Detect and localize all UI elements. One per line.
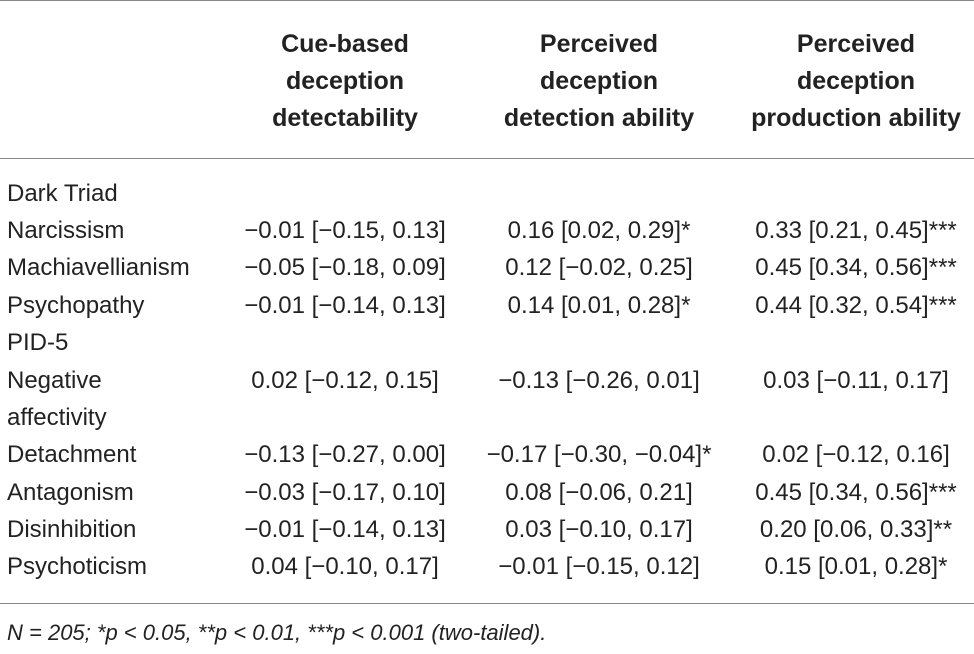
- cell-cue-based: −0.01 [−0.15, 0.13]: [244, 217, 446, 244]
- cell-production: 0.15 [0.01, 0.28]*: [764, 553, 948, 580]
- table-row: Detachment −0.13 [−0.27, 0.00] −0.17 [−0…: [0, 436, 974, 473]
- header-rule: [0, 158, 974, 159]
- header-line: Cue-based: [281, 30, 409, 58]
- table-row: Psychoticism 0.04 [−0.10, 0.17] −0.01 [−…: [0, 548, 974, 585]
- cell-production: 0.45 [0.34, 0.56]***: [755, 254, 957, 281]
- cell-cue-based: 0.02 [−0.12, 0.15]: [251, 367, 439, 394]
- row-label: PID-5: [7, 329, 69, 356]
- cell-production: 0.45 [0.34, 0.56]***: [755, 479, 957, 506]
- row-label: Disinhibition: [7, 516, 137, 543]
- row-label: Antagonism: [7, 479, 134, 506]
- cell-cue-based: 0.04 [−0.10, 0.17]: [251, 553, 439, 580]
- bottom-rule: [0, 603, 974, 604]
- header-line: detection ability: [503, 104, 695, 132]
- table-footnote: N = 205; *p < 0.05, **p < 0.01, ***p < 0…: [7, 620, 547, 645]
- top-rule: [0, 0, 974, 1]
- header-line: production ability: [751, 104, 961, 132]
- cell-detection: 0.16 [0.02, 0.29]*: [507, 217, 691, 244]
- table-row: Psychopathy −0.01 [−0.14, 0.13] 0.14 [0.…: [0, 287, 974, 324]
- table-row: affectivity: [0, 399, 974, 436]
- cell-cue-based: −0.05 [−0.18, 0.09]: [244, 254, 446, 281]
- table-row: Narcissism −0.01 [−0.15, 0.13] 0.16 [0.0…: [0, 212, 974, 249]
- table-row: Dark Triad: [0, 175, 974, 212]
- cell-production: 0.03 [−0.11, 0.17]: [763, 367, 949, 394]
- table-row: Negative 0.02 [−0.12, 0.15] −0.13 [−0.26…: [0, 362, 974, 399]
- header-line: detectability: [272, 104, 418, 132]
- cell-cue-based: −0.01 [−0.14, 0.13]: [244, 516, 446, 543]
- cell-production: 0.02 [−0.12, 0.16]: [762, 441, 950, 468]
- cell-detection: −0.17 [−0.30, −0.04]*: [486, 441, 712, 468]
- row-label: Dark Triad: [7, 180, 118, 207]
- cell-detection: −0.13 [−0.26, 0.01]: [498, 367, 700, 394]
- row-label: Negative: [7, 367, 102, 394]
- row-label: Machiavellianism: [7, 254, 190, 281]
- cell-cue-based: −0.03 [−0.17, 0.10]: [244, 479, 446, 506]
- header-cue-based-detectability: Cue-based deception detectability: [219, 26, 471, 137]
- row-label: Psychoticism: [7, 553, 148, 580]
- table-row: Antagonism −0.03 [−0.17, 0.10] 0.08 [−0.…: [0, 474, 974, 511]
- cell-production: 0.33 [0.21, 0.45]***: [755, 217, 957, 244]
- table-row: Disinhibition −0.01 [−0.14, 0.13] 0.03 […: [0, 511, 974, 548]
- cell-production: 0.20 [0.06, 0.33]**: [759, 516, 953, 543]
- row-label: affectivity: [7, 404, 107, 431]
- row-label: Psychopathy: [7, 292, 145, 319]
- header-line: Perceived: [539, 30, 659, 58]
- row-label: Narcissism: [7, 217, 125, 244]
- table-row: Machiavellianism −0.05 [−0.18, 0.09] 0.1…: [0, 249, 974, 286]
- row-label: Detachment: [7, 441, 137, 468]
- cell-detection: 0.03 [−0.10, 0.17]: [505, 516, 693, 543]
- header-line: Perceived: [796, 30, 916, 58]
- header-line: deception: [796, 67, 916, 95]
- cell-cue-based: −0.13 [−0.27, 0.00]: [244, 441, 446, 468]
- header-line: deception: [285, 67, 405, 95]
- header-perceived-production-ability: Perceived deception production ability: [738, 26, 974, 137]
- cell-cue-based: −0.01 [−0.14, 0.13]: [244, 292, 446, 319]
- cell-detection: 0.14 [0.01, 0.28]*: [507, 292, 691, 319]
- table-row: PID-5: [0, 324, 974, 361]
- header-perceived-detection-ability: Perceived deception detection ability: [470, 26, 728, 137]
- cell-detection: 0.12 [−0.02, 0.25]: [505, 254, 693, 281]
- cell-production: 0.44 [0.32, 0.54]***: [755, 292, 957, 319]
- header-line: deception: [539, 67, 659, 95]
- cell-detection: −0.01 [−0.15, 0.12]: [498, 553, 700, 580]
- cell-detection: 0.08 [−0.06, 0.21]: [505, 479, 693, 506]
